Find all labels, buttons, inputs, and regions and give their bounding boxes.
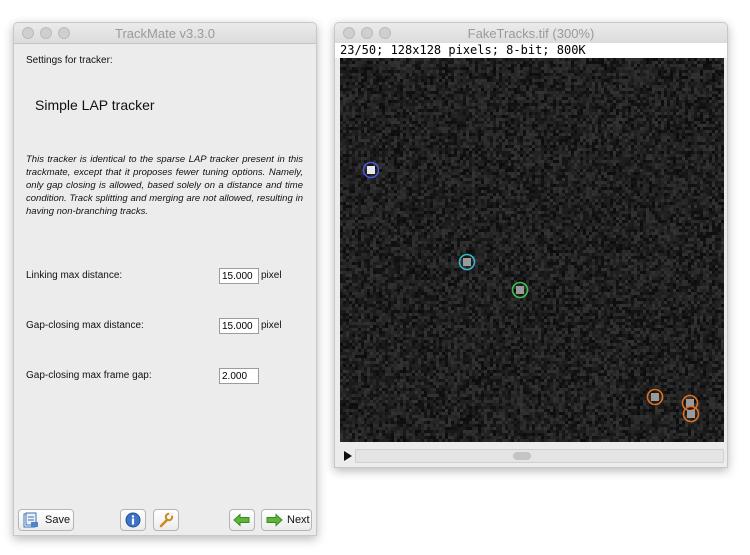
wrench-icon [159, 512, 174, 528]
save-button[interactable]: Save [18, 509, 74, 531]
gap-closing-max-frame-gap-label: Gap-closing max frame gap: [26, 370, 152, 381]
trackmate-window-title: TrackMate v3.3.0 [115, 26, 215, 41]
trackmate-titlebar: TrackMate v3.3.0 [14, 23, 316, 44]
linking-max-distance-unit: pixel [261, 270, 282, 281]
gap-closing-max-frame-gap-input[interactable] [219, 368, 259, 384]
play-icon[interactable] [343, 450, 353, 462]
gap-closing-max-distance-input[interactable] [219, 318, 259, 334]
spot-overlay [362, 161, 700, 423]
spot-1 [362, 161, 380, 179]
settings-header: Settings for tracker: [26, 55, 113, 66]
tracker-name: Simple LAP tracker [35, 97, 155, 113]
arrow-right-icon [266, 513, 283, 527]
image-window: FakeTracks.tif (300%) 23/50; 128x128 pix… [334, 22, 728, 468]
image-minimize-window-button[interactable] [361, 27, 373, 39]
frame-slider-track[interactable] [355, 449, 724, 463]
gap-closing-max-distance-unit: pixel [261, 320, 282, 331]
close-window-button[interactable] [22, 27, 34, 39]
spot-4 [646, 388, 664, 406]
linking-max-distance-input[interactable] [219, 268, 259, 284]
image-info-bar: 23/50; 128x128 pixels; 8-bit; 800K [335, 43, 727, 58]
image-window-title: FakeTracks.tif (300%) [467, 26, 595, 41]
next-button-label: Next [287, 514, 310, 526]
info-icon [125, 512, 141, 528]
linking-max-distance-label: Linking max distance: [26, 270, 123, 281]
image-canvas[interactable] [340, 58, 724, 442]
spot-6 [682, 405, 700, 423]
save-button-label: Save [45, 514, 71, 526]
trackmate-window: TrackMate v3.3.0 Settings for tracker: S… [13, 22, 317, 536]
arrow-left-icon [233, 513, 250, 527]
image-titlebar: FakeTracks.tif (300%) [335, 23, 727, 44]
info-button[interactable] [120, 509, 146, 531]
settings-button[interactable] [153, 509, 179, 531]
zoom-window-button[interactable] [58, 27, 70, 39]
frame-slider-thumb[interactable] [513, 452, 531, 460]
save-icon [23, 512, 38, 528]
spot-3 [511, 281, 529, 299]
noise-image [340, 58, 724, 442]
image-close-window-button[interactable] [343, 27, 355, 39]
minimize-window-button[interactable] [40, 27, 52, 39]
next-button[interactable]: Next [261, 509, 312, 531]
image-zoom-window-button[interactable] [379, 27, 391, 39]
gap-closing-max-distance-label: Gap-closing max distance: [26, 320, 144, 331]
frame-slider[interactable] [335, 445, 727, 465]
previous-button[interactable] [229, 509, 255, 531]
tracker-description: This tracker is identical to the sparse … [26, 154, 303, 217]
image-info-text: 23/50; 128x128 pixels; 8-bit; 800K [340, 43, 586, 57]
spot-2 [458, 253, 476, 271]
